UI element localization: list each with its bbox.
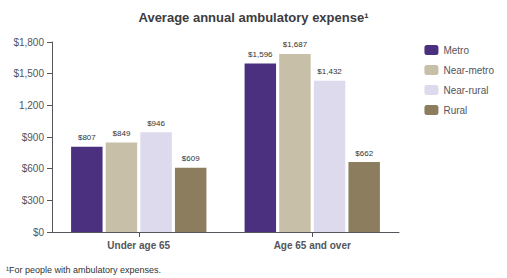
svg-text:Near-metro: Near-metro — [443, 65, 494, 76]
svg-text:1,200: 1,200 — [19, 100, 44, 111]
svg-text:$807: $807 — [78, 133, 96, 142]
svg-text:$1,432: $1,432 — [317, 67, 342, 76]
svg-text:$1,596: $1,596 — [248, 50, 273, 59]
svg-text:Average annual ambulatory expe: Average annual ambulatory expense¹ — [139, 10, 369, 25]
svg-text:Under age 65: Under age 65 — [107, 240, 170, 251]
svg-text:$900: $900 — [22, 132, 45, 143]
svg-text:$300: $300 — [22, 195, 45, 206]
svg-text:$1,500: $1,500 — [13, 68, 44, 79]
svg-text:Rural: Rural — [443, 105, 467, 116]
svg-text:$662: $662 — [355, 149, 373, 158]
svg-text:¹For people with ambulatory ex: ¹For people with ambulatory expenses. — [6, 265, 161, 275]
svg-text:$0: $0 — [33, 227, 45, 238]
svg-text:$600: $600 — [22, 163, 45, 174]
svg-text:Near-rural: Near-rural — [443, 85, 488, 96]
svg-text:Age 65 and over: Age 65 and over — [274, 240, 351, 251]
svg-text:$849: $849 — [113, 129, 131, 138]
svg-text:$1,800: $1,800 — [13, 37, 44, 48]
svg-text:$609: $609 — [182, 154, 200, 163]
svg-text:$1,687: $1,687 — [283, 40, 308, 49]
svg-text:$946: $946 — [147, 119, 165, 128]
svg-text:Metro: Metro — [443, 45, 469, 56]
